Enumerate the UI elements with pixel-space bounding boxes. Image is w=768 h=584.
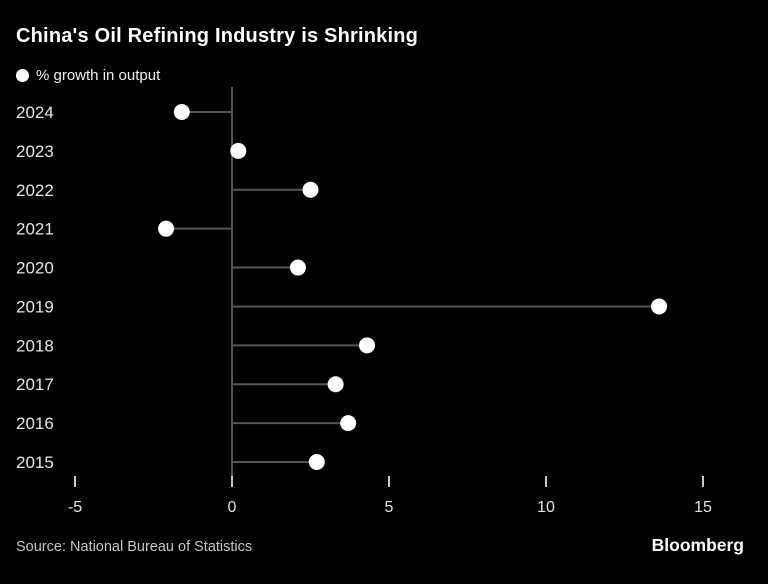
year-label: 2024 [16,103,54,122]
data-point-dot [289,259,306,276]
year-label: 2019 [16,297,54,316]
x-tick-label: 5 [385,499,394,516]
chart-title: China's Oil Refining Industry is Shrinki… [16,25,419,47]
data-point-dot [327,376,344,393]
data-point-dot [158,220,175,237]
legend-dot-icon [16,69,29,82]
year-label: 2020 [16,259,54,278]
data-point-dot [308,454,325,470]
legend: % growth in output [16,67,160,84]
data-point-dot [651,298,668,315]
legend-label: % growth in output [36,67,161,84]
x-tick-label: 0 [228,499,237,516]
data-point-dot [302,181,319,198]
year-label: 2017 [16,375,54,394]
year-label: 2016 [16,414,54,433]
data-point-dot [359,337,376,354]
x-tick-label: -5 [68,499,82,516]
x-tick-label: 10 [537,499,555,516]
data-point-dot [230,142,247,159]
bloomberg-logo: Bloomberg [651,535,744,555]
data-point-dot [340,415,357,432]
source-note: Source: National Bureau of Statistics [16,539,253,555]
year-label: 2022 [16,181,54,200]
year-label: 2021 [16,220,54,239]
year-label: 2015 [16,453,54,472]
year-label: 2023 [16,142,54,161]
x-tick-label: 15 [694,499,712,516]
year-label: 2018 [16,336,54,355]
data-point-dot [173,104,190,120]
